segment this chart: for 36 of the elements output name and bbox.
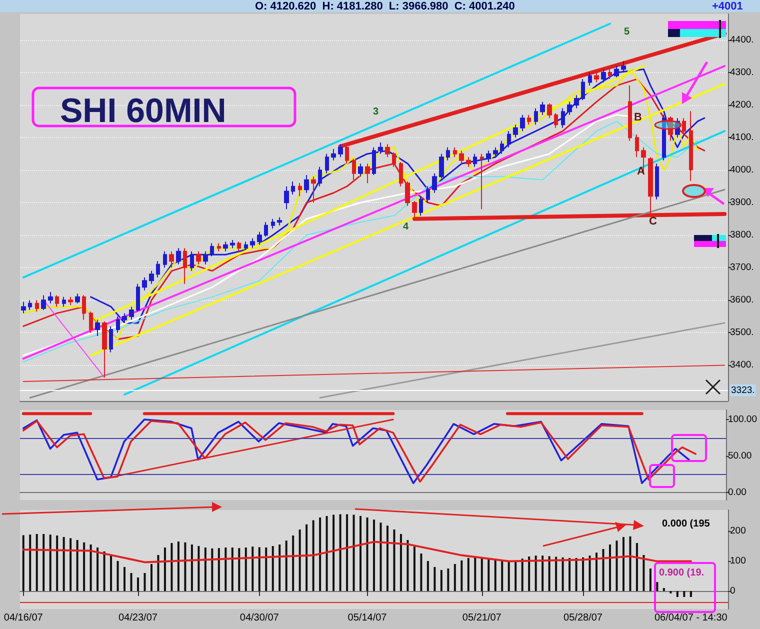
y-tick-label: 4400. [730, 34, 754, 46]
annotation: C [649, 216, 657, 228]
x-tick-label: 05/21/07 [462, 612, 502, 624]
y-tick-label: 200 [730, 526, 746, 536]
annotation: 0.900 (19. [659, 568, 704, 578]
annotation: B [634, 112, 642, 124]
annotation: 5 [624, 26, 630, 38]
y-tick-label: 0.00 [728, 487, 746, 498]
text: +4001 [712, 0, 743, 12]
x-tick-label: 05/28/07 [564, 612, 603, 624]
x-tick-label: 04/23/07 [118, 612, 158, 624]
y-tick-label: 3900. [730, 197, 754, 208]
annotation: 4 [403, 222, 409, 232]
text: SHI 60MIN [60, 92, 226, 130]
y-tick-label: 3400. [730, 360, 754, 371]
y-tick-label: 3600. [730, 294, 754, 306]
y-tick-label: 3800. [730, 230, 754, 241]
y-tick-label: 50.00 [728, 450, 752, 462]
annotation: 0.000 (195 [662, 518, 710, 530]
ref-line-label: 3323. [731, 384, 755, 396]
annotation: 3 [373, 106, 379, 118]
y-tick-label: 3500. [730, 327, 754, 338]
y-tick-label: 4300. [730, 67, 754, 78]
x-tick-label: 05/14/07 [348, 612, 388, 624]
y-tick-label: 3700. [730, 262, 754, 274]
y-tick-label: 0 [730, 586, 736, 596]
x-tick-label: 04/30/07 [240, 612, 280, 624]
y-tick-label: 100 [730, 556, 746, 566]
y-tick-label: 4100. [730, 132, 754, 144]
y-tick-label: 4200. [730, 100, 754, 111]
y-tick-label: 4000. [730, 164, 754, 176]
x-tick-label: 06/04/07 - 14:30 [654, 612, 728, 624]
x-tick-label: 04/16/07 [4, 612, 44, 624]
text: O: 4120.620 H: 4181.280 L: 3966.980 C: 4001.240 [255, 0, 515, 12]
y-tick-label: 100.00 [728, 414, 758, 426]
annotation: A [637, 166, 645, 178]
